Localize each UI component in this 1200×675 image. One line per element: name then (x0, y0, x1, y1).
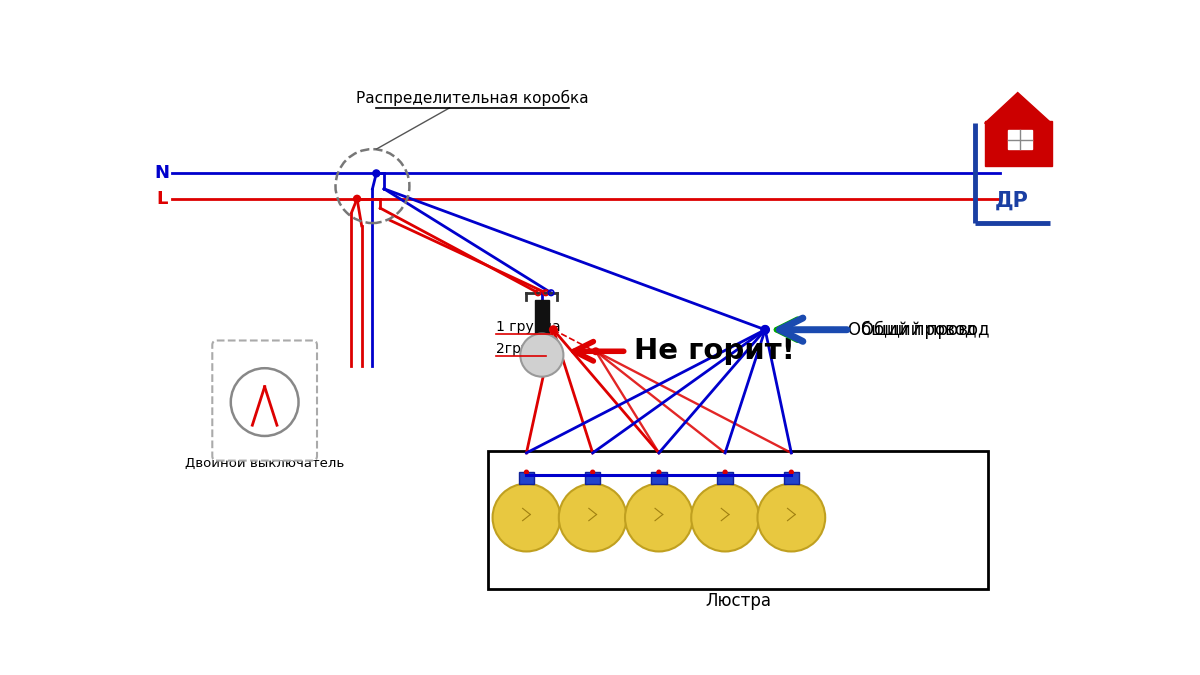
Text: N: N (155, 165, 169, 182)
Circle shape (354, 195, 360, 202)
Circle shape (757, 484, 826, 551)
FancyBboxPatch shape (718, 472, 733, 485)
Text: L: L (156, 190, 168, 208)
FancyBboxPatch shape (488, 451, 989, 589)
Circle shape (761, 326, 769, 333)
FancyBboxPatch shape (535, 300, 548, 333)
FancyBboxPatch shape (652, 472, 666, 485)
Circle shape (373, 170, 379, 177)
FancyBboxPatch shape (985, 121, 1051, 165)
Circle shape (790, 470, 793, 474)
Text: Двойной выключатель: Двойной выключатель (185, 457, 344, 470)
Text: Общий провод: Общий провод (862, 321, 990, 339)
Text: Общий провод: Общий провод (848, 321, 977, 339)
Text: 1 группа: 1 группа (496, 321, 560, 334)
Circle shape (492, 484, 560, 551)
FancyBboxPatch shape (518, 472, 534, 485)
Circle shape (590, 470, 594, 474)
Circle shape (521, 333, 564, 377)
Circle shape (724, 470, 727, 474)
FancyBboxPatch shape (784, 472, 799, 485)
Text: Люстра: Люстра (706, 592, 772, 610)
Circle shape (550, 326, 557, 333)
FancyBboxPatch shape (1008, 130, 1032, 148)
Text: Распределительная коробка: Распределительная коробка (356, 90, 589, 107)
Text: Не горит!: Не горит! (635, 338, 796, 365)
Polygon shape (985, 92, 1051, 124)
Circle shape (691, 484, 758, 551)
Text: ДР: ДР (995, 190, 1028, 211)
Circle shape (524, 470, 528, 474)
Circle shape (656, 470, 661, 474)
FancyBboxPatch shape (584, 472, 600, 485)
Text: 2группа: 2группа (496, 342, 556, 356)
Circle shape (559, 484, 626, 551)
FancyBboxPatch shape (212, 340, 317, 460)
Circle shape (625, 484, 692, 551)
